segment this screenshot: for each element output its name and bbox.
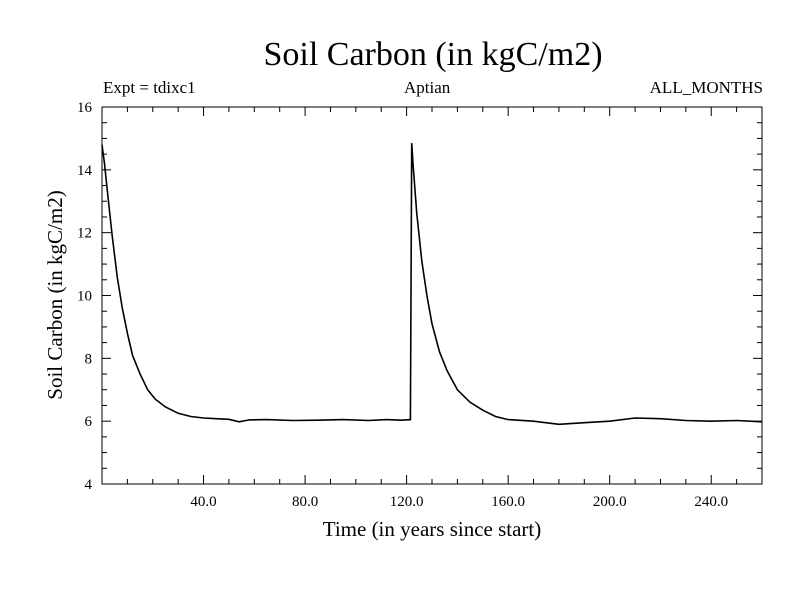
chart-title: Soil Carbon (in kgC/m2): [263, 36, 603, 73]
y-tick-label: 8: [85, 351, 93, 367]
y-tick-label: 6: [85, 414, 93, 430]
x-tick-label: 40.0: [190, 494, 216, 510]
experiment-label: Expt = tdixc1: [103, 78, 196, 97]
x-tick-label: 160.0: [491, 494, 525, 510]
y-tick-label: 14: [77, 163, 93, 179]
plot-frame: [101, 106, 763, 485]
y-tick-label: 10: [77, 289, 92, 305]
months-label: ALL_MONTHS: [649, 78, 763, 97]
x-tick-label: 80.0: [292, 494, 318, 510]
y-axis-label: Soil Carbon (in kgC/m2): [43, 190, 67, 399]
x-tick-label: 200.0: [593, 494, 627, 510]
period-label: Aptian: [404, 78, 451, 97]
y-tick-label: 4: [85, 477, 93, 493]
x-tick-label: 120.0: [390, 494, 424, 510]
x-tick-label: 240.0: [694, 494, 728, 510]
y-tick-label: 12: [77, 226, 92, 242]
series-line: [101, 143, 763, 426]
y-tick-label: 16: [77, 100, 93, 116]
x-axis-label: Time (in years since start): [323, 517, 542, 541]
